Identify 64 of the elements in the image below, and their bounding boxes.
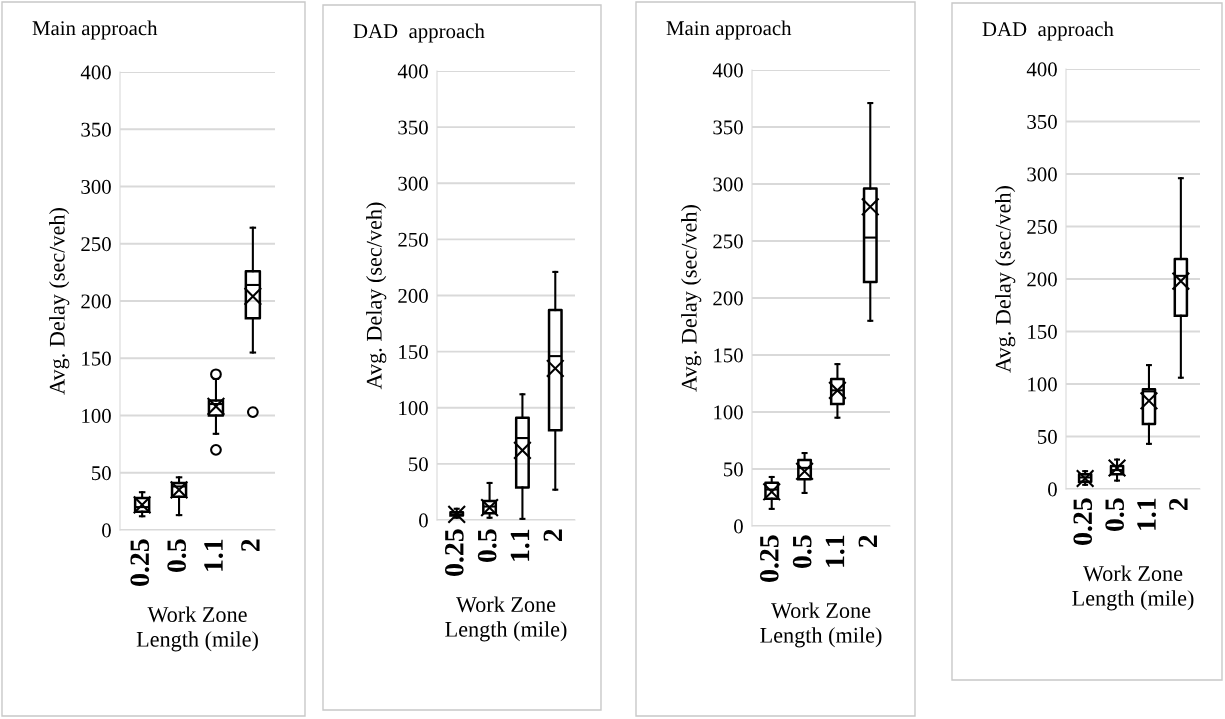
y-tick-label: 150	[1028, 324, 1057, 339]
y-tick-label: 0	[734, 519, 743, 534]
y-axis-title: Avg. Delay (sec/veh)	[49, 208, 70, 395]
y-tick-label: 50	[1038, 429, 1057, 444]
y-axis-title: Avg. Delay (sec/veh)	[366, 202, 387, 390]
x-tick-label: 1.1	[825, 535, 845, 567]
x-tick-label: 0.5	[792, 535, 812, 568]
x-tick-label: 0.25	[1073, 498, 1093, 545]
y-tick-label: 350	[398, 120, 428, 135]
y-tick-label: 100	[82, 408, 111, 423]
x-tick-label: 1.1	[510, 529, 530, 561]
x-tick-label: 2	[858, 535, 877, 548]
y-tick-label: 50	[409, 457, 428, 472]
y-tick-label: 50	[92, 466, 111, 481]
y-tick-label: 250	[81, 237, 111, 252]
x-tick-label: 2	[241, 539, 260, 552]
chart-title: DAD approach	[982, 21, 1114, 41]
chart-title: Main approach	[666, 20, 792, 40]
y-tick-label: 150	[82, 351, 111, 366]
y-tick-label: 100	[1028, 377, 1057, 392]
x-tick-label: 0.5	[477, 529, 497, 562]
x-tick-label: 1.1	[204, 539, 224, 571]
chart-title: Main approach	[32, 20, 158, 40]
x-tick-label: 0.5	[167, 539, 187, 572]
y-tick-label: 350	[713, 120, 743, 135]
y-tick-label: 100	[714, 405, 743, 420]
y-tick-label: 400	[712, 63, 743, 78]
y-tick-label: 400	[1026, 62, 1057, 77]
x-tick-label: 0.25	[759, 535, 779, 582]
y-tick-label: 400	[80, 65, 111, 80]
x-tick-label: 0.25	[130, 539, 150, 586]
y-tick-label: 350	[1027, 114, 1057, 129]
y-tick-label: 0	[419, 513, 428, 528]
y-tick-label: 300	[81, 179, 111, 194]
chart-title: DAD approach	[353, 23, 485, 43]
y-tick-label: 300	[1027, 167, 1057, 182]
y-tick-label: 300	[398, 176, 428, 191]
y-tick-label: 250	[398, 232, 428, 247]
x-tick-label: 2	[1169, 498, 1188, 511]
y-tick-label: 350	[81, 122, 111, 137]
y-tick-label: 200	[1027, 272, 1057, 287]
x-tick-label: 2	[543, 529, 562, 542]
y-tick-label: 100	[399, 401, 428, 416]
x-axis-title: Work Zone Length (mile)	[445, 596, 567, 642]
x-axis-title: Work Zone Length (mile)	[1072, 565, 1194, 611]
y-tick-label: 200	[713, 291, 743, 306]
y-tick-label: 150	[714, 348, 743, 363]
x-axis-title: Work Zone Length (mile)	[760, 602, 882, 648]
y-tick-label: 300	[713, 177, 743, 192]
y-tick-label: 250	[713, 234, 743, 249]
y-tick-label: 0	[102, 523, 111, 538]
y-tick-label: 0	[1048, 482, 1057, 497]
y-axis-title: Avg. Delay (sec/veh)	[995, 186, 1016, 373]
y-tick-label: 200	[398, 288, 428, 303]
y-tick-label: 400	[397, 64, 428, 79]
y-axis-title: Avg. Delay (sec/veh)	[681, 205, 702, 392]
y-tick-label: 50	[724, 462, 743, 477]
x-tick-label: 1.1	[1137, 498, 1157, 530]
y-tick-label: 150	[399, 345, 428, 360]
x-tick-label: 0.25	[444, 529, 464, 576]
y-tick-label: 250	[1027, 219, 1057, 234]
y-tick-label: 200	[81, 294, 111, 309]
x-tick-label: 0.5	[1105, 498, 1125, 531]
x-axis-title: Work Zone Length (mile)	[136, 606, 258, 652]
